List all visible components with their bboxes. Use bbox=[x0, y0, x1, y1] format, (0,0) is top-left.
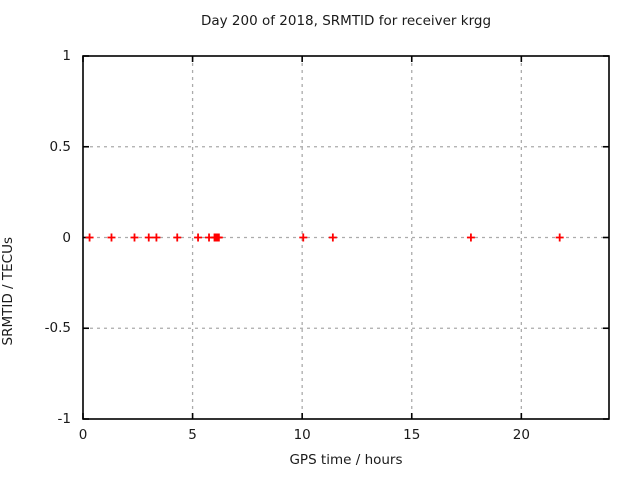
data-point-marker bbox=[152, 233, 161, 242]
x-tick-label: 10 bbox=[293, 427, 311, 443]
data-point-marker bbox=[299, 233, 308, 242]
data-point-marker bbox=[85, 233, 94, 242]
y-tick-label: 1 bbox=[62, 48, 71, 64]
x-tick-label: 20 bbox=[512, 427, 530, 443]
x-tick-label: 15 bbox=[403, 427, 421, 443]
data-point-marker bbox=[555, 233, 564, 242]
x-axis-label: GPS time / hours bbox=[289, 452, 403, 468]
x-tick-label: 5 bbox=[188, 427, 197, 443]
data-point-marker bbox=[144, 233, 153, 242]
y-tick-label: -0.5 bbox=[44, 320, 71, 337]
y-tick-label: 0 bbox=[62, 229, 71, 246]
x-tick-label: 0 bbox=[78, 427, 88, 443]
data-point-marker bbox=[130, 233, 139, 242]
data-point-marker bbox=[466, 233, 475, 242]
data-point-marker bbox=[194, 233, 203, 242]
data-point-marker bbox=[173, 233, 182, 242]
data-point-marker bbox=[328, 233, 337, 242]
data-point-marker bbox=[214, 233, 223, 242]
y-tick-label: 0.5 bbox=[49, 138, 71, 155]
chart-title: Day 200 of 2018, SRMTID for receiver krg… bbox=[200, 13, 492, 29]
y-tick-label: -1 bbox=[57, 411, 71, 427]
data-point-marker bbox=[107, 233, 116, 242]
